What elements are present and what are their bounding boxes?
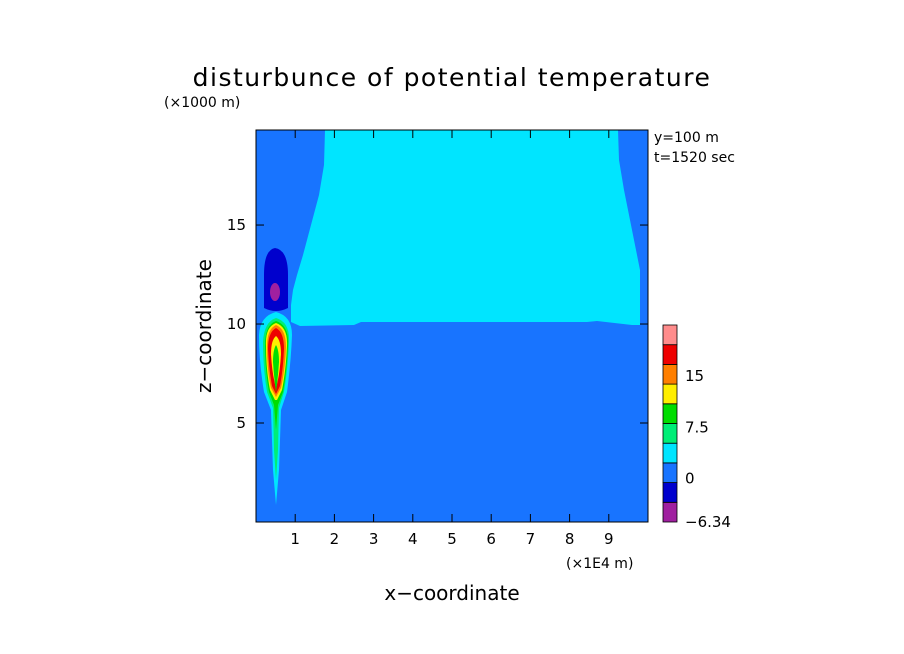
colorbar-tick-label: 15 xyxy=(685,367,704,385)
colorbar-tick-label: 7.5 xyxy=(685,418,709,436)
x-tick-label: 5 xyxy=(447,530,457,548)
colorbar-swatch xyxy=(662,482,678,503)
x-tick-label: 8 xyxy=(565,530,575,548)
y-tick-label: 5 xyxy=(236,414,246,432)
plot-area xyxy=(255,129,649,523)
x-tick-label: 3 xyxy=(369,530,379,548)
annotation-time: t=1520 sec xyxy=(654,150,735,166)
x-tick-label: 1 xyxy=(290,530,300,548)
colorbar-swatch xyxy=(662,462,678,483)
colorbar-swatch xyxy=(662,403,678,424)
colorbar-swatch xyxy=(662,423,678,444)
cold-anomaly-core xyxy=(270,283,280,301)
colorbar-swatch xyxy=(662,363,678,385)
annotation-y: y=100 m xyxy=(654,130,719,146)
upper-warm-layer xyxy=(291,130,640,326)
x-tick-label: 6 xyxy=(486,530,496,548)
x-axis: 1 2 3 4 5 6 7 8 9 xyxy=(290,130,614,548)
x-tick-label: 4 xyxy=(408,530,418,548)
colorbar-swatch xyxy=(662,501,678,523)
x-axis-label: x−coordinate xyxy=(384,581,519,605)
y-tick-label: 10 xyxy=(227,315,246,333)
y-axis: 5 10 15 xyxy=(227,216,648,432)
x-tick-label: 7 xyxy=(526,530,536,548)
chart-title: disturbunce of potential temperature xyxy=(193,63,712,92)
y-tick-label: 15 xyxy=(227,216,246,234)
x-unit-label: (×1E4 m) xyxy=(566,556,633,572)
cold-anomaly xyxy=(264,248,288,311)
y-axis-label: z−coordinate xyxy=(192,259,216,393)
colorbar-tick-label: 0 xyxy=(685,470,695,488)
x-tick-label: 9 xyxy=(604,530,614,548)
colorbar-swatch xyxy=(662,344,678,365)
colorbar-swatch xyxy=(662,442,678,464)
x-tick-label: 2 xyxy=(330,530,340,548)
colorbar-labels: 15 7.5 0 −6.34 xyxy=(685,367,731,531)
warm-plume-center xyxy=(273,345,279,392)
y-unit-label: (×1000 m) xyxy=(164,95,240,111)
colorbar-tick-label: −6.34 xyxy=(685,513,731,531)
colorbar-swatch xyxy=(662,383,678,405)
colorbar xyxy=(662,324,678,523)
colorbar-swatch xyxy=(662,324,678,346)
